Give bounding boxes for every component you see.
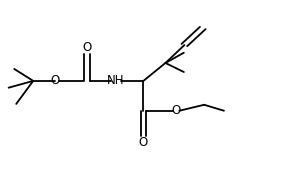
Text: O: O xyxy=(82,41,91,54)
Text: O: O xyxy=(51,74,60,87)
Text: NH: NH xyxy=(107,74,125,87)
Text: O: O xyxy=(139,136,148,149)
Text: O: O xyxy=(171,104,181,117)
